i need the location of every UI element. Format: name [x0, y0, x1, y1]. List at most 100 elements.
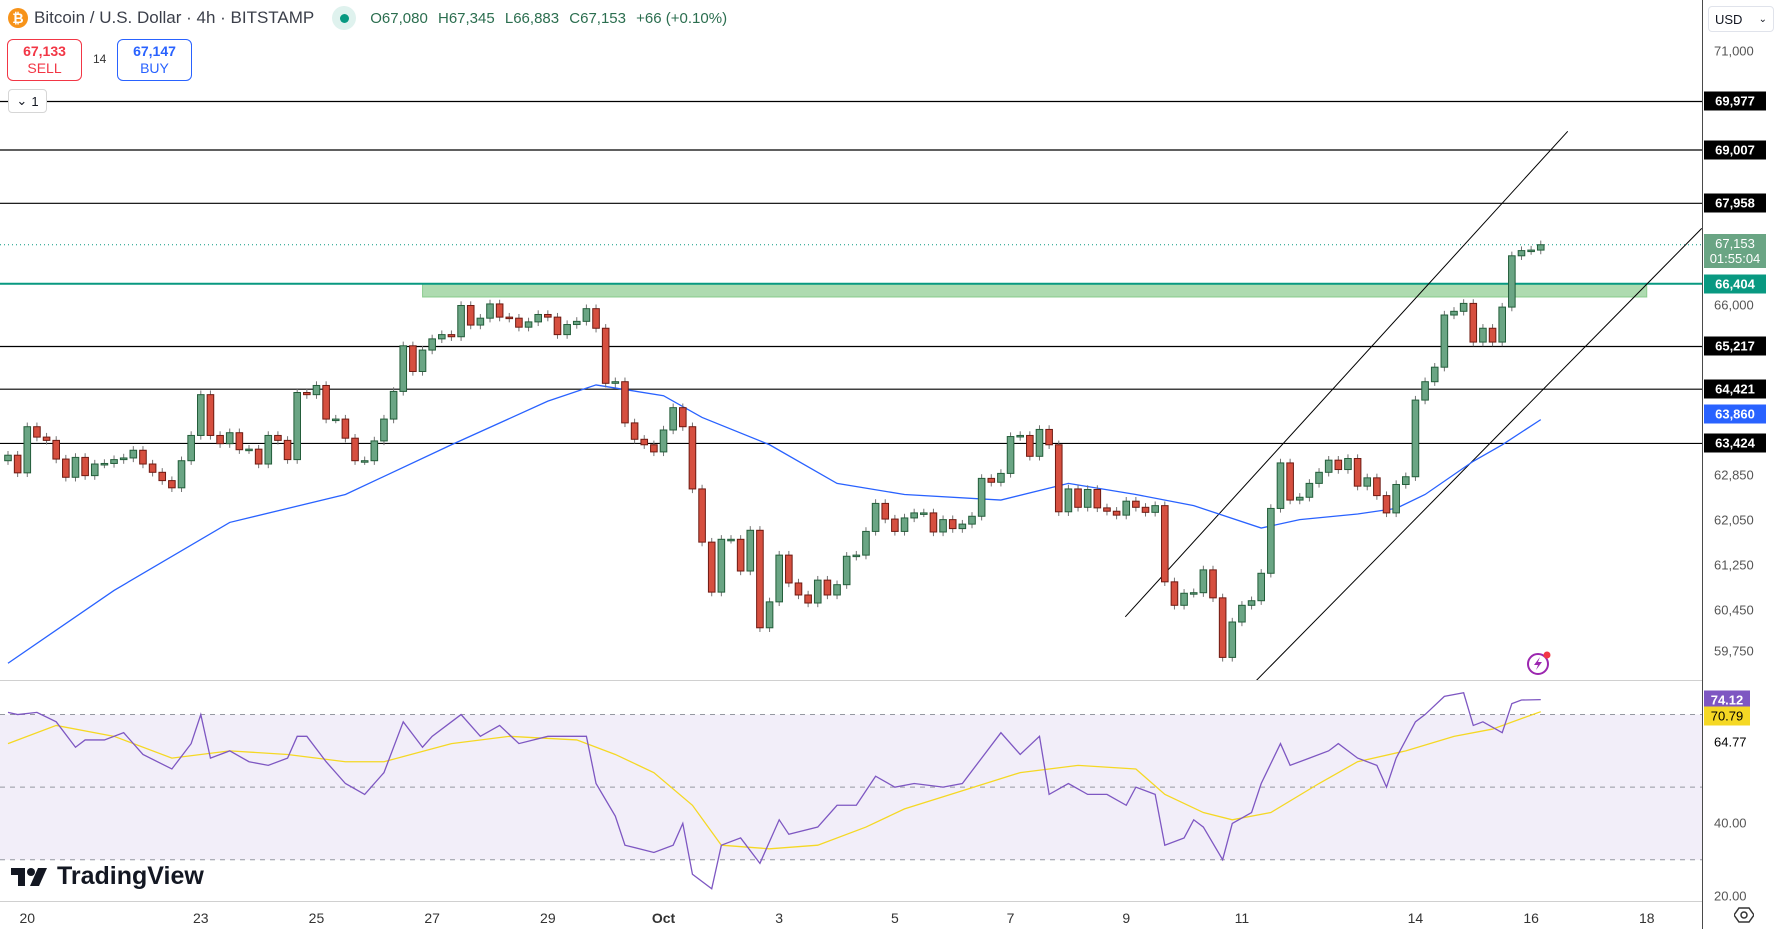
rsi-ma-value-label: 70.79: [1704, 706, 1750, 726]
candle: [1247, 596, 1256, 610]
candle-body: [1035, 428, 1044, 457]
candle: [524, 317, 533, 332]
candle: [650, 440, 658, 457]
buy-button[interactable]: 67,147 BUY: [117, 39, 192, 81]
candle-body: [81, 456, 89, 477]
candle-body: [418, 349, 427, 372]
candle: [177, 456, 186, 492]
price-tick-label: 71,000: [1714, 43, 1754, 59]
candle-body: [572, 320, 581, 326]
candle-body: [1411, 399, 1420, 478]
price-tick-label: 62,850: [1714, 467, 1754, 483]
candle-body: [1324, 459, 1333, 473]
candle: [717, 535, 726, 597]
candle-body: [621, 381, 629, 424]
candle: [457, 301, 465, 341]
candle: [1469, 299, 1478, 347]
time-axis[interactable]: 20 23 25 27 29 Oct 3 5 7 9 11 14 16 18: [0, 901, 1702, 930]
candle-body: [380, 418, 388, 442]
candle-body: [1170, 581, 1179, 606]
candle: [1392, 480, 1400, 518]
candle: [1536, 240, 1545, 255]
candle-body: [100, 462, 109, 466]
candle-body: [833, 584, 841, 596]
candle: [592, 304, 600, 333]
candle: [727, 535, 735, 544]
tradingview-logo-icon: [11, 867, 47, 886]
candle-body: [4, 454, 12, 462]
candle-body: [1209, 569, 1217, 599]
candle-body: [881, 502, 890, 520]
support-zone[interactable]: [422, 283, 1648, 298]
channel-trend-line[interactable]: [1247, 228, 1702, 690]
candle: [833, 580, 841, 600]
candle-body: [910, 512, 918, 519]
candle: [331, 414, 340, 424]
sell-label: SELL: [27, 60, 62, 76]
candle: [225, 428, 234, 448]
level-price-label: 69,007: [1704, 140, 1766, 160]
time-tick-label: 18: [1639, 910, 1655, 926]
level-price-label: 65,217: [1704, 336, 1766, 356]
candle: [466, 301, 475, 330]
candle-body: [871, 502, 880, 532]
candle: [1324, 455, 1333, 477]
indicator-count: 1: [31, 93, 39, 109]
candle-body: [486, 303, 494, 319]
candle-body: [1151, 505, 1159, 513]
time-tick-label: 20: [19, 910, 36, 926]
candle-body: [370, 440, 379, 462]
candle: [891, 514, 899, 536]
currency-select[interactable]: USD ⌄: [1708, 6, 1774, 32]
candle: [380, 414, 388, 446]
candle: [216, 431, 224, 448]
candle-body: [765, 601, 774, 629]
candle: [1527, 245, 1535, 255]
candle: [910, 508, 918, 523]
candle-body: [1382, 495, 1391, 514]
candle-body: [968, 515, 976, 525]
candle: [621, 377, 629, 428]
buy-price: 67,147: [133, 43, 176, 59]
candle-body: [360, 460, 369, 463]
rsi-tick-label: 20.00: [1714, 888, 1747, 904]
candle-body: [1199, 569, 1208, 594]
candle-body: [42, 436, 51, 441]
candle-body: [563, 324, 571, 336]
candle: [351, 434, 359, 465]
candle: [148, 459, 157, 477]
candle: [486, 299, 494, 323]
candle: [1151, 501, 1159, 517]
candle: [929, 508, 938, 537]
low-value: L66,883: [504, 9, 560, 27]
chart-canvas[interactable]: [0, 0, 1702, 901]
channel-trend-line[interactable]: [1124, 130, 1569, 618]
candle: [1440, 310, 1449, 372]
candle: [1344, 454, 1352, 474]
rsi-pane: [0, 692, 1702, 890]
candle: [679, 403, 687, 431]
candle: [534, 310, 543, 327]
indicators-toggle-button[interactable]: ⌄ 1: [8, 89, 47, 113]
settings-icon[interactable]: [1734, 905, 1754, 925]
candle-body: [1247, 600, 1256, 606]
candle-body: [139, 449, 147, 465]
rsi-value-label: 74.12: [1704, 690, 1750, 710]
candle-body: [582, 308, 591, 322]
candle: [948, 515, 957, 533]
candle-body: [679, 407, 687, 428]
candle: [1498, 302, 1507, 347]
price-axis[interactable]: [1702, 0, 1778, 929]
candle-body: [756, 529, 764, 629]
symbol-title[interactable]: Bitcoin / U.S. Dollar · 4h · BITSTAMP: [34, 8, 315, 27]
lightning-alert-icon[interactable]: [1526, 650, 1552, 676]
candle: [71, 453, 80, 482]
sell-button[interactable]: 67,133 SELL: [7, 39, 82, 81]
candle-body: [1517, 250, 1526, 257]
candle: [1074, 484, 1082, 512]
candle: [1508, 251, 1516, 312]
high-value: H67,345: [437, 9, 495, 27]
tradingview-logo[interactable]: TradingView: [11, 862, 204, 891]
candle: [1132, 497, 1140, 512]
candle-body: [611, 381, 620, 384]
